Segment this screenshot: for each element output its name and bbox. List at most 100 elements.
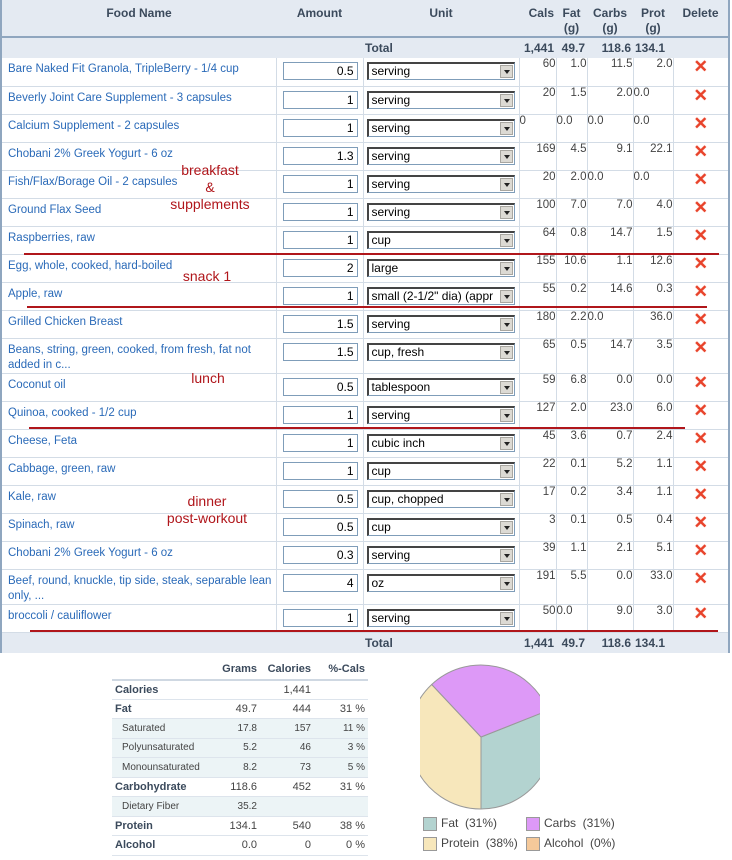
food-name-link[interactable]: Kale, raw — [8, 490, 56, 503]
amount-input[interactable]: 1 — [282, 230, 358, 249]
amount-input[interactable]: 0.5 — [282, 517, 358, 536]
chevron-down-icon[interactable] — [499, 233, 513, 247]
unit-select[interactable]: cup — [366, 230, 515, 249]
chevron-down-icon[interactable] — [499, 611, 513, 625]
food-name-link[interactable]: Coconut oil — [8, 378, 66, 391]
unit-select[interactable]: tablespoon — [366, 377, 515, 396]
unit-select[interactable]: serving — [366, 545, 515, 564]
header-carbs[interactable]: Carbs (g) — [587, 0, 633, 38]
unit-select[interactable]: cubic inch — [366, 433, 515, 452]
unit-select[interactable]: serving — [366, 118, 515, 137]
unit-select[interactable]: serving — [366, 174, 515, 193]
amount-input[interactable]: 0.5 — [282, 62, 358, 80]
unit-select[interactable]: serving — [366, 608, 515, 627]
chevron-down-icon[interactable] — [499, 345, 513, 359]
amount-input[interactable]: 1 — [282, 90, 358, 109]
delete-x-icon[interactable]: ✕ — [693, 253, 708, 273]
food-name-link[interactable]: broccoli / cauliflower — [8, 609, 112, 622]
food-name-link[interactable]: Cabbage, green, raw — [8, 462, 116, 475]
amount-input[interactable]: 1 — [282, 118, 358, 137]
chevron-down-icon[interactable] — [499, 177, 513, 191]
chevron-down-icon[interactable] — [499, 436, 513, 450]
unit-select[interactable]: serving — [366, 146, 515, 165]
amount-input[interactable]: 0.5 — [282, 377, 358, 396]
food-name-link[interactable]: Apple, raw — [8, 287, 63, 300]
amount-input[interactable]: 1 — [282, 405, 358, 424]
chevron-down-icon[interactable] — [499, 548, 513, 562]
chevron-down-icon[interactable] — [499, 205, 513, 219]
amount-input[interactable]: 1 — [282, 286, 358, 305]
unit-select[interactable]: serving — [366, 405, 515, 424]
food-name-link[interactable]: Grilled Chicken Breast — [8, 315, 123, 328]
chevron-down-icon[interactable] — [499, 520, 513, 534]
food-name-link[interactable]: Ground Flax Seed — [8, 203, 102, 216]
chevron-down-icon[interactable] — [499, 65, 513, 78]
amount-input[interactable]: 1.5 — [282, 314, 358, 333]
chevron-down-icon[interactable] — [499, 317, 513, 331]
unit-select[interactable]: cup, fresh — [366, 342, 515, 361]
chevron-down-icon[interactable] — [499, 289, 513, 303]
delete-x-icon[interactable]: ✕ — [693, 113, 708, 133]
food-name-link[interactable]: Fish/Flax/Borage Oil - 2 capsules — [8, 175, 178, 188]
amount-input[interactable]: 1 — [282, 202, 358, 221]
unit-select[interactable]: serving — [366, 90, 515, 109]
delete-x-icon[interactable]: ✕ — [693, 337, 708, 357]
unit-select[interactable]: small (2-1/2" dia) (appr — [366, 286, 515, 305]
header-cals[interactable]: Cals — [519, 0, 556, 38]
unit-select[interactable]: large — [366, 258, 515, 277]
unit-select[interactable]: cup — [366, 461, 515, 480]
delete-x-icon[interactable]: ✕ — [693, 568, 708, 588]
food-name-link[interactable]: Calcium Supplement - 2 capsules — [8, 119, 180, 132]
amount-input[interactable]: 0.3 — [282, 545, 358, 564]
delete-x-icon[interactable]: ✕ — [693, 169, 708, 189]
delete-x-icon[interactable]: ✕ — [693, 225, 708, 245]
chevron-down-icon[interactable] — [499, 576, 513, 590]
amount-input[interactable]: 1.3 — [282, 146, 358, 165]
delete-x-icon[interactable]: ✕ — [693, 57, 708, 76]
header-amount[interactable]: Amount — [276, 0, 363, 38]
amount-input[interactable]: 1.5 — [282, 342, 358, 361]
amount-input[interactable]: 1 — [282, 433, 358, 452]
header-prot[interactable]: Prot (g) — [633, 0, 673, 38]
unit-select[interactable]: cup — [366, 517, 515, 536]
chevron-down-icon[interactable] — [499, 464, 513, 478]
amount-input[interactable]: 1 — [282, 461, 358, 480]
unit-select[interactable]: serving — [366, 314, 515, 333]
amount-input[interactable]: 1 — [282, 608, 358, 627]
chevron-down-icon[interactable] — [499, 93, 513, 107]
chevron-down-icon[interactable] — [499, 492, 513, 506]
amount-input[interactable]: 4 — [282, 573, 358, 592]
food-name-link[interactable]: Cheese, Feta — [8, 434, 78, 447]
delete-x-icon[interactable]: ✕ — [693, 428, 708, 448]
delete-x-icon[interactable]: ✕ — [693, 484, 708, 504]
chevron-down-icon[interactable] — [499, 408, 513, 422]
delete-x-icon[interactable]: ✕ — [693, 85, 708, 105]
food-name-link[interactable]: Beans, string, green, cooked, from fresh… — [8, 343, 251, 371]
delete-x-icon[interactable]: ✕ — [693, 281, 708, 301]
food-name-link[interactable]: Raspberries, raw — [8, 231, 95, 244]
chevron-down-icon[interactable] — [499, 121, 513, 135]
food-name-link[interactable]: Beef, round, knuckle, tip side, steak, s… — [8, 574, 272, 602]
amount-input[interactable]: 1 — [282, 174, 358, 193]
amount-input[interactable]: 0.5 — [282, 489, 358, 508]
delete-x-icon[interactable]: ✕ — [693, 540, 708, 560]
delete-x-icon[interactable]: ✕ — [693, 141, 708, 161]
food-name-link[interactable]: Egg, whole, cooked, hard-boiled — [8, 259, 173, 272]
delete-x-icon[interactable]: ✕ — [693, 456, 708, 476]
header-unit[interactable]: Unit — [363, 0, 519, 38]
food-name-link[interactable]: Chobani 2% Greek Yogurt - 6 oz — [8, 546, 173, 559]
delete-x-icon[interactable]: ✕ — [693, 512, 708, 532]
header-fat[interactable]: Fat (g) — [556, 0, 587, 38]
delete-x-icon[interactable]: ✕ — [693, 400, 708, 420]
unit-select[interactable]: serving — [366, 62, 515, 80]
food-name-link[interactable]: Beverly Joint Care Supplement - 3 capsul… — [8, 91, 232, 104]
unit-select[interactable]: oz — [366, 573, 515, 592]
chevron-down-icon[interactable] — [499, 261, 513, 275]
food-name-link[interactable]: Bare Naked Fit Granola, TripleBerry - 1/… — [8, 63, 239, 75]
unit-select[interactable]: serving — [366, 202, 515, 221]
header-food-name[interactable]: Food Name — [2, 0, 276, 38]
delete-x-icon[interactable]: ✕ — [693, 372, 708, 392]
food-name-link[interactable]: Chobani 2% Greek Yogurt - 6 oz — [8, 147, 173, 160]
delete-x-icon[interactable]: ✕ — [693, 197, 708, 217]
chevron-down-icon[interactable] — [499, 149, 513, 163]
